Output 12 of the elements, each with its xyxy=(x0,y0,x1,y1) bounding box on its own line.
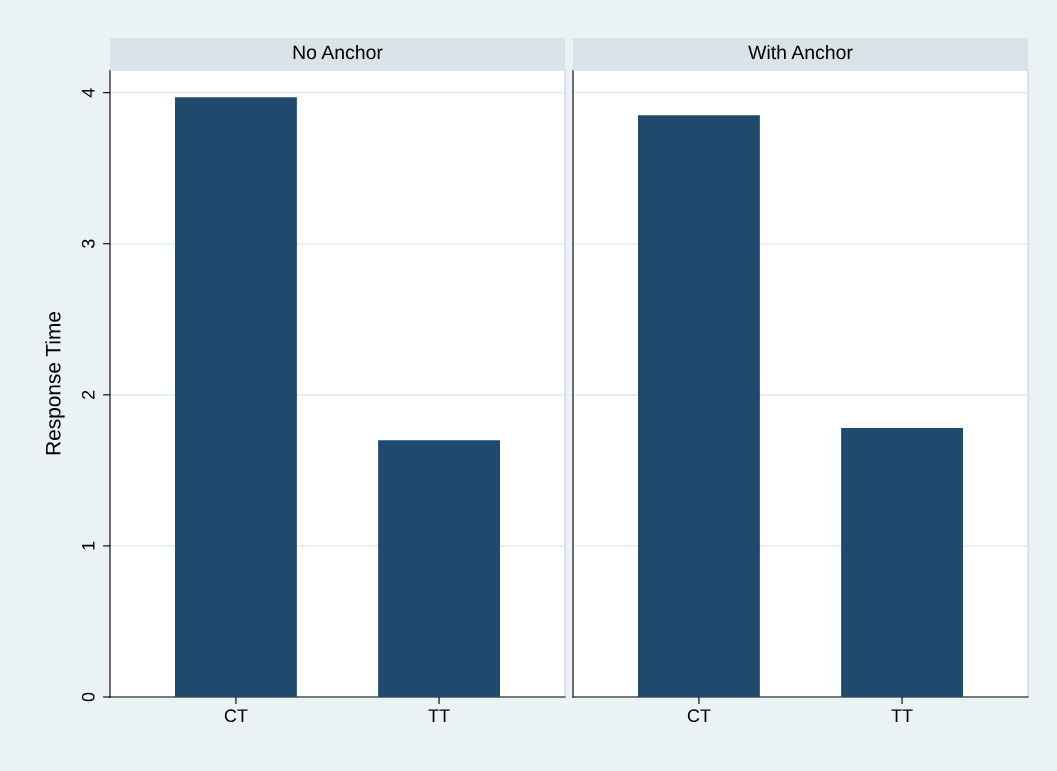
chart-title: With Anchor xyxy=(748,44,853,60)
y-tick-label: 0 xyxy=(81,692,95,702)
chart-title: No Anchor xyxy=(293,44,383,60)
y-tick-label: 3 xyxy=(81,239,95,249)
y-tick-label: 4 xyxy=(82,88,95,98)
x-tick-label: TT xyxy=(891,709,913,722)
y-tick-label: 2 xyxy=(81,390,95,399)
x-tick-label: CT xyxy=(687,709,711,723)
y-tick-label: 1 xyxy=(82,541,95,550)
x-tick-label: CT xyxy=(224,709,248,723)
y-axis-title: Response Time xyxy=(45,312,65,455)
x-tick-label: TT xyxy=(428,709,450,722)
